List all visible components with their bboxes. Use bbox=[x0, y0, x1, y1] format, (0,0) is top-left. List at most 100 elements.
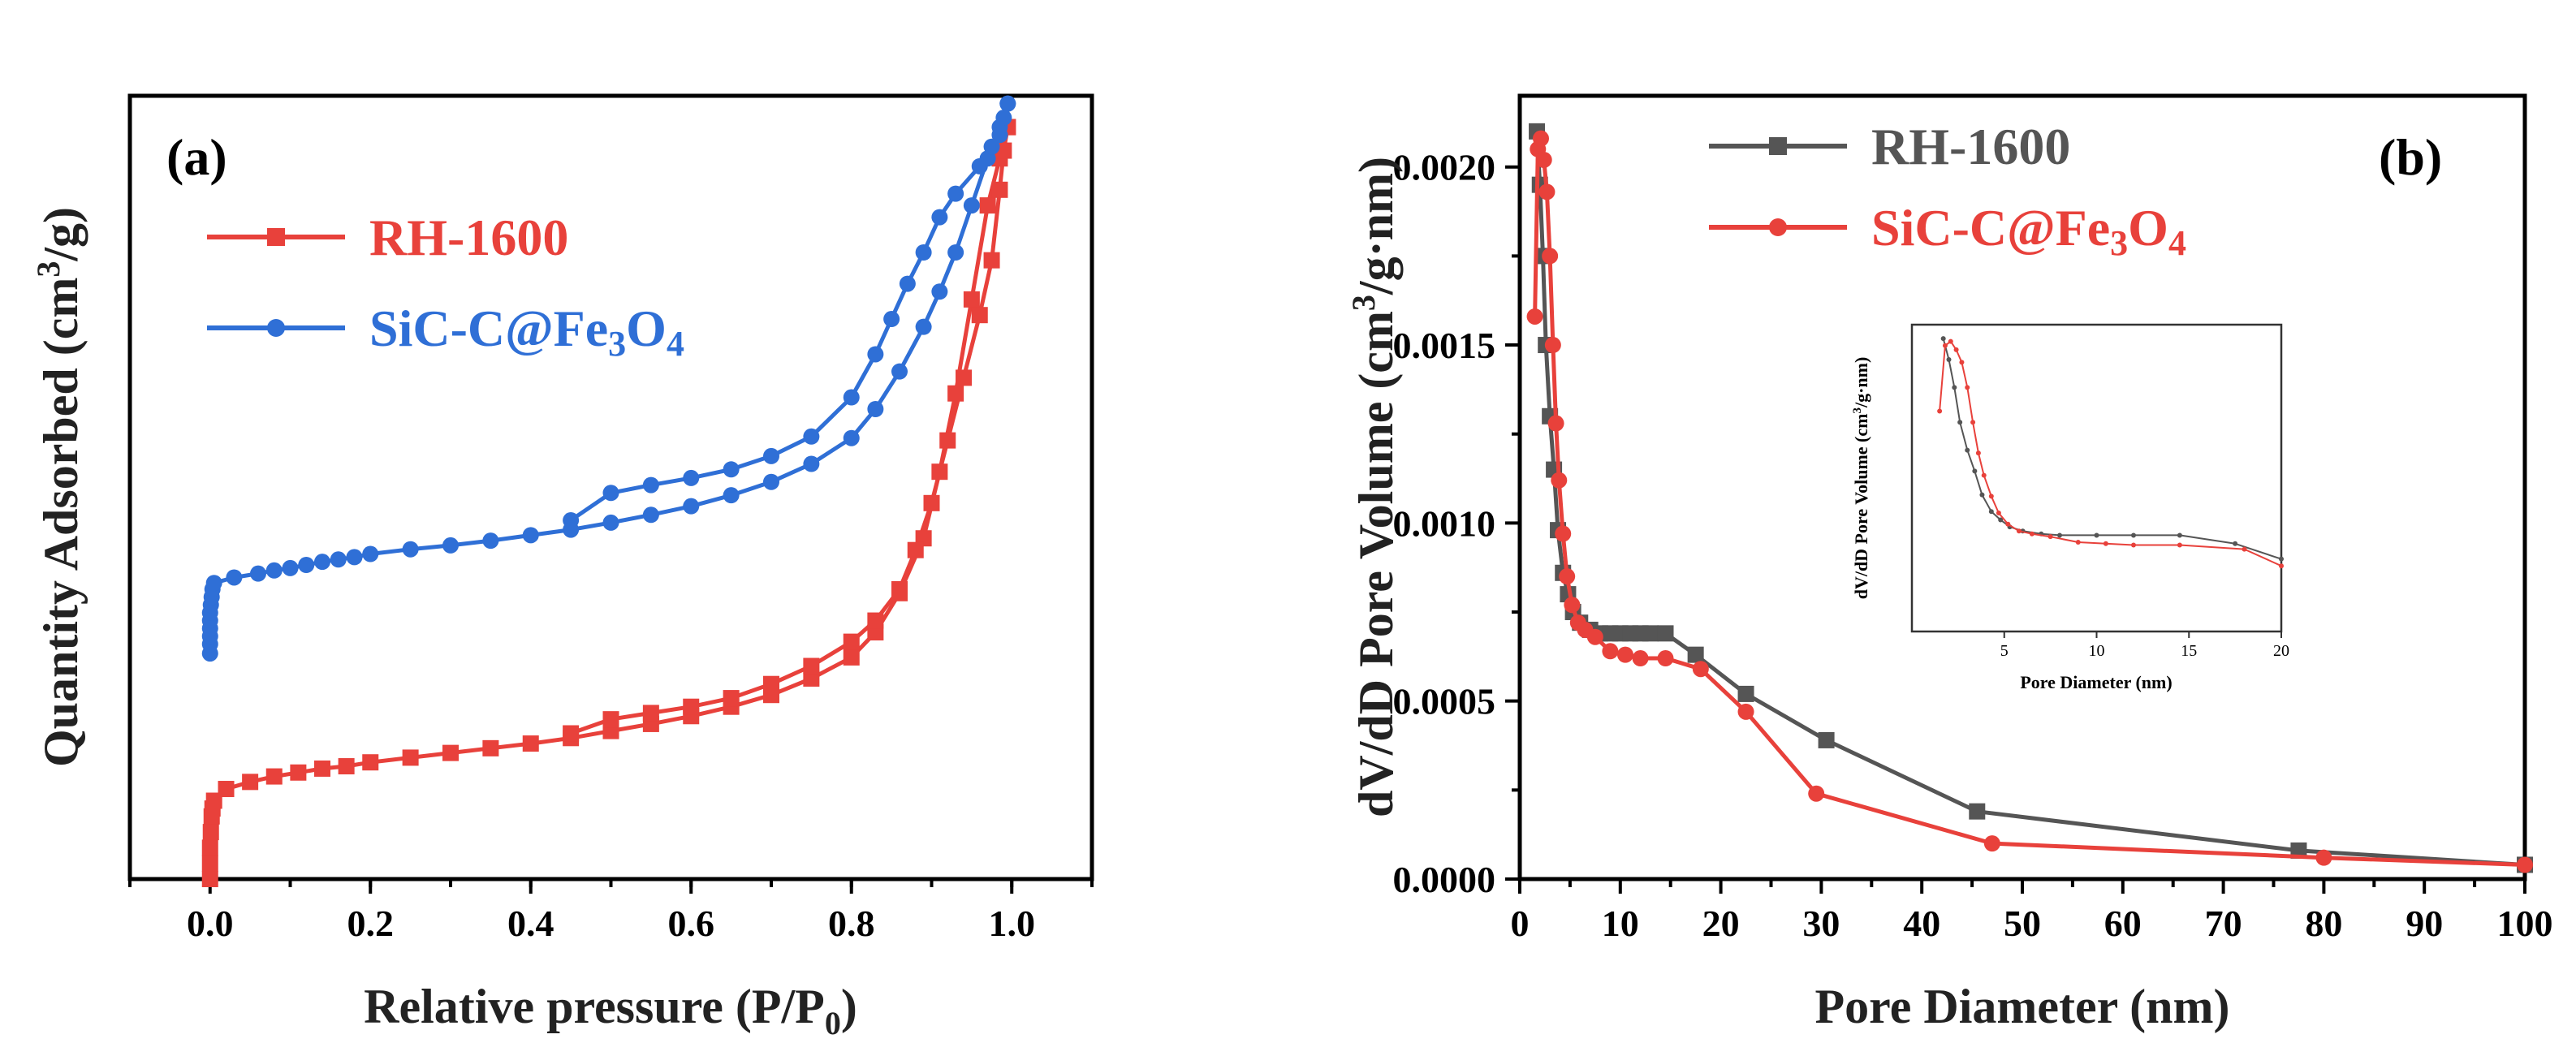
data-point-a-1 bbox=[803, 455, 820, 472]
data-point-a-1 bbox=[931, 283, 948, 300]
x-ticks-b: 0 10 20 30 40 50 60 70 80 90 100 bbox=[1511, 879, 2553, 944]
data-point-b-1 bbox=[1551, 472, 1568, 489]
data-point-a-0 bbox=[907, 541, 924, 558]
inset-x-tick-label: 5 bbox=[2000, 642, 2009, 660]
data-point-b-1 bbox=[1983, 835, 2000, 852]
data-point-a-1 bbox=[723, 461, 740, 478]
data-point-a-1 bbox=[250, 565, 266, 582]
x-axis-label-b: Pore Diameter (nm) bbox=[1815, 980, 2230, 1033]
inset-data-point-0 bbox=[1998, 517, 2004, 523]
data-point-a-1 bbox=[522, 527, 539, 544]
data-point-a-1 bbox=[683, 469, 700, 486]
data-point-b-1 bbox=[1526, 308, 1543, 325]
data-point-a-1 bbox=[931, 209, 948, 226]
data-point-b-0 bbox=[1642, 625, 1659, 642]
x-tick-label-b: 0 bbox=[1511, 903, 1530, 944]
inset-data-point-1 bbox=[1948, 338, 1953, 344]
inset-data-point-1 bbox=[1959, 360, 1965, 365]
inset-data-point-1 bbox=[1942, 343, 1948, 348]
data-point-a-1 bbox=[642, 476, 659, 494]
data-point-b-1 bbox=[1632, 650, 1649, 667]
data-point-a-0 bbox=[983, 252, 1000, 269]
data-point-a-1 bbox=[915, 244, 932, 261]
x-tick-label-a: 0.8 bbox=[828, 903, 875, 944]
x-tick-label-a: 1.0 bbox=[989, 903, 1036, 944]
inset-data-point-0 bbox=[1988, 509, 1994, 515]
data-point-a-1 bbox=[915, 318, 932, 335]
y-tick-label-b: 0.0020 bbox=[1393, 147, 1496, 188]
data-point-b-1 bbox=[1602, 643, 1619, 660]
y-tick-label-b: 0.0000 bbox=[1393, 859, 1496, 900]
inset-data-point-0 bbox=[2233, 541, 2238, 546]
inset-frame bbox=[1910, 323, 2283, 633]
x-tick-label-a: 0.4 bbox=[507, 903, 554, 944]
data-point-b-0 bbox=[1657, 625, 1674, 642]
data-point-b-1 bbox=[1616, 646, 1633, 663]
data-point-a-0 bbox=[362, 754, 379, 771]
data-point-b-1 bbox=[1535, 151, 1552, 168]
data-point-a-1 bbox=[999, 95, 1016, 112]
a-legend-marker-0 bbox=[267, 228, 285, 246]
inset-data-point-0 bbox=[2057, 532, 2062, 538]
data-point-a-1 bbox=[346, 549, 363, 566]
inset-data-point-0 bbox=[1946, 356, 1952, 362]
data-point-a-0 bbox=[963, 291, 980, 308]
data-point-a-1 bbox=[991, 127, 1008, 144]
data-point-a-1 bbox=[402, 541, 419, 558]
data-point-b-0 bbox=[1969, 803, 1986, 820]
data-point-a-0 bbox=[201, 839, 218, 856]
data-point-a-1 bbox=[763, 447, 779, 464]
x-tick-label-b: 100 bbox=[2497, 903, 2553, 944]
x-tick-label-b: 10 bbox=[1602, 903, 1639, 944]
data-point-b-1 bbox=[1692, 661, 1709, 678]
data-point-b-1 bbox=[1564, 597, 1581, 614]
y-tick-label-b: 0.0005 bbox=[1393, 681, 1496, 722]
data-point-a-1 bbox=[899, 275, 916, 292]
x-axis-label-a: Relative pressure (P/P0) bbox=[364, 980, 857, 1041]
inset-data-point-1 bbox=[2279, 563, 2284, 569]
data-point-b-1 bbox=[1737, 703, 1754, 720]
inset-x-tick-label: 15 bbox=[2181, 642, 2197, 660]
y-tick-label-b: 0.0010 bbox=[1393, 502, 1496, 544]
data-point-b-1 bbox=[1547, 415, 1564, 432]
inset-x-ticks: 5 10 15 20 bbox=[2000, 631, 2289, 660]
data-point-a-0 bbox=[402, 749, 419, 766]
data-point-a-1 bbox=[947, 185, 964, 202]
inset-data-point-0 bbox=[2279, 556, 2284, 562]
data-point-a-0 bbox=[522, 735, 539, 752]
inset-data-point-1 bbox=[2242, 546, 2247, 552]
inset-series-line-0 bbox=[1942, 338, 2282, 560]
data-point-a-1 bbox=[442, 537, 459, 554]
data-point-b-1 bbox=[2517, 856, 2533, 873]
data-point-a-0 bbox=[939, 432, 956, 449]
a-legend-label-1: SiC-C@Fe3O4 bbox=[369, 300, 684, 364]
data-point-a-1 bbox=[314, 554, 330, 571]
x-tick-label-b: 20 bbox=[1702, 903, 1740, 944]
data-point-a-0 bbox=[202, 824, 219, 841]
data-point-a-1 bbox=[867, 401, 884, 417]
data-point-a-1 bbox=[642, 506, 659, 524]
b-legend-label-0: RH-1600 bbox=[1871, 118, 2070, 175]
data-point-a-1 bbox=[723, 487, 740, 504]
data-point-b-0 bbox=[1737, 685, 1754, 702]
x-tick-label-a: 0.2 bbox=[347, 903, 395, 944]
chart-panel-a: 0.0 0.2 0.4 0.6 0.8 1.0 (a) RH-1600 SiC-C@Fe3O… bbox=[30, 93, 1094, 1041]
data-point-a-1 bbox=[963, 197, 980, 214]
data-point-a-0 bbox=[843, 633, 860, 650]
data-point-a-0 bbox=[482, 739, 499, 756]
data-point-a-0 bbox=[956, 369, 972, 386]
data-point-a-0 bbox=[642, 705, 659, 722]
inset-x-tick-label: 20 bbox=[2273, 642, 2289, 660]
data-point-a-0 bbox=[971, 307, 988, 324]
b-legend-marker-0 bbox=[1769, 137, 1787, 155]
inset-data-point-0 bbox=[2177, 532, 2182, 538]
data-point-a-1 bbox=[362, 545, 379, 562]
x-tick-label-b: 40 bbox=[1903, 903, 1940, 944]
data-point-a-1 bbox=[983, 138, 1000, 155]
data-point-a-1 bbox=[947, 244, 964, 261]
data-point-a-0 bbox=[923, 494, 940, 511]
data-point-a-1 bbox=[330, 551, 347, 568]
data-point-a-0 bbox=[563, 725, 580, 742]
x-tick-label-b: 50 bbox=[2004, 903, 2041, 944]
a-legend-label-part: 4 bbox=[667, 324, 684, 364]
